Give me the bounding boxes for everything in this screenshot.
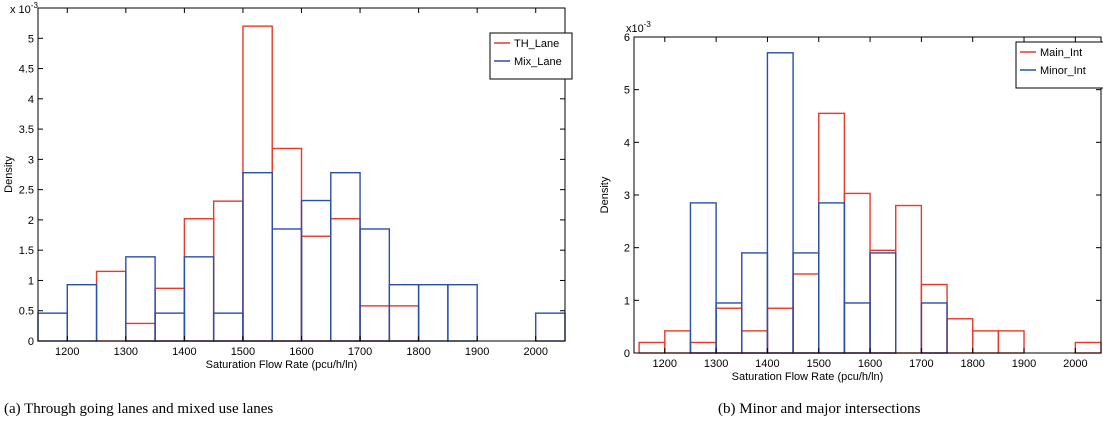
y-tick-label: 3 <box>624 190 630 202</box>
y-scale-factor: x 10-3 <box>10 1 38 16</box>
x-tick-label: 2000 <box>523 346 547 358</box>
x-tick-label: 1800 <box>960 358 984 370</box>
legend-box <box>1015 41 1103 89</box>
x-tick-label: 1700 <box>348 346 372 358</box>
y-tick-label: 4 <box>28 94 34 106</box>
x-tick-label: 1500 <box>807 358 831 370</box>
x-tick-label: 1300 <box>114 346 138 358</box>
x-tick-label: 1200 <box>653 358 677 370</box>
x-tick-label: 2000 <box>1063 358 1087 370</box>
y-tick-label: 1.5 <box>19 245 34 257</box>
y-tick-label: 2.5 <box>19 185 34 197</box>
x-tick-label: 1600 <box>289 346 313 358</box>
y-axis-label: Density <box>3 156 15 193</box>
y-scale-exponent: -3 <box>644 20 652 29</box>
y-axis-label: Density <box>599 176 611 213</box>
y-tick-label: 0.5 <box>19 306 34 318</box>
y-tick-label: 1 <box>624 295 630 307</box>
y-tick-label: 2 <box>28 215 34 227</box>
x-tick-label: 1900 <box>1012 358 1036 370</box>
y-tick-label: 4 <box>624 137 630 149</box>
caption: (a) Through going lanes and mixed use la… <box>4 401 273 417</box>
x-tick-label: 1400 <box>172 346 196 358</box>
x-tick-label: 1700 <box>909 358 933 370</box>
y-tick-label: 2 <box>624 243 630 255</box>
y-tick-label: 1 <box>28 275 34 287</box>
y-tick-label: 4.5 <box>19 64 34 76</box>
y-tick-label: 0 <box>28 336 34 348</box>
y-scale-base: x10 <box>626 23 644 35</box>
x-tick-label: 1200 <box>55 346 79 358</box>
y-scale-factor: x10-3 <box>626 20 651 35</box>
x-tick-label: 1500 <box>231 346 255 358</box>
y-scale-base: x 10 <box>10 4 31 16</box>
x-tick-label: 1600 <box>858 358 882 370</box>
y-tick-label: 6 <box>624 32 630 44</box>
y-scale-exponent: -3 <box>31 1 39 10</box>
legend-label: Main_Int <box>1040 47 1082 59</box>
x-tick-label: 1300 <box>704 358 728 370</box>
x-axis-label: Saturation Flow Rate (pcu/h/ln) <box>732 371 884 383</box>
legend-label: Mix_Lane <box>514 56 562 68</box>
y-tick-label: 5 <box>28 33 34 45</box>
y-tick-label: 3 <box>28 154 34 166</box>
y-tick-label: 5 <box>624 85 630 97</box>
x-tick-label: 1800 <box>406 346 430 358</box>
caption: (b) Minor and major intersections <box>718 401 921 417</box>
legend-label: Minor_Int <box>1040 65 1086 77</box>
y-tick-label: 3.5 <box>19 124 34 136</box>
legend-label: TH_Lane <box>514 38 559 50</box>
x-tick-label: 1400 <box>755 358 779 370</box>
x-axis-label: Saturation Flow Rate (pcu/h/ln) <box>206 359 358 371</box>
y-tick-label: 0 <box>624 348 630 360</box>
plot-area <box>634 37 1101 353</box>
legend-box <box>489 32 573 80</box>
x-tick-label: 1900 <box>465 346 489 358</box>
